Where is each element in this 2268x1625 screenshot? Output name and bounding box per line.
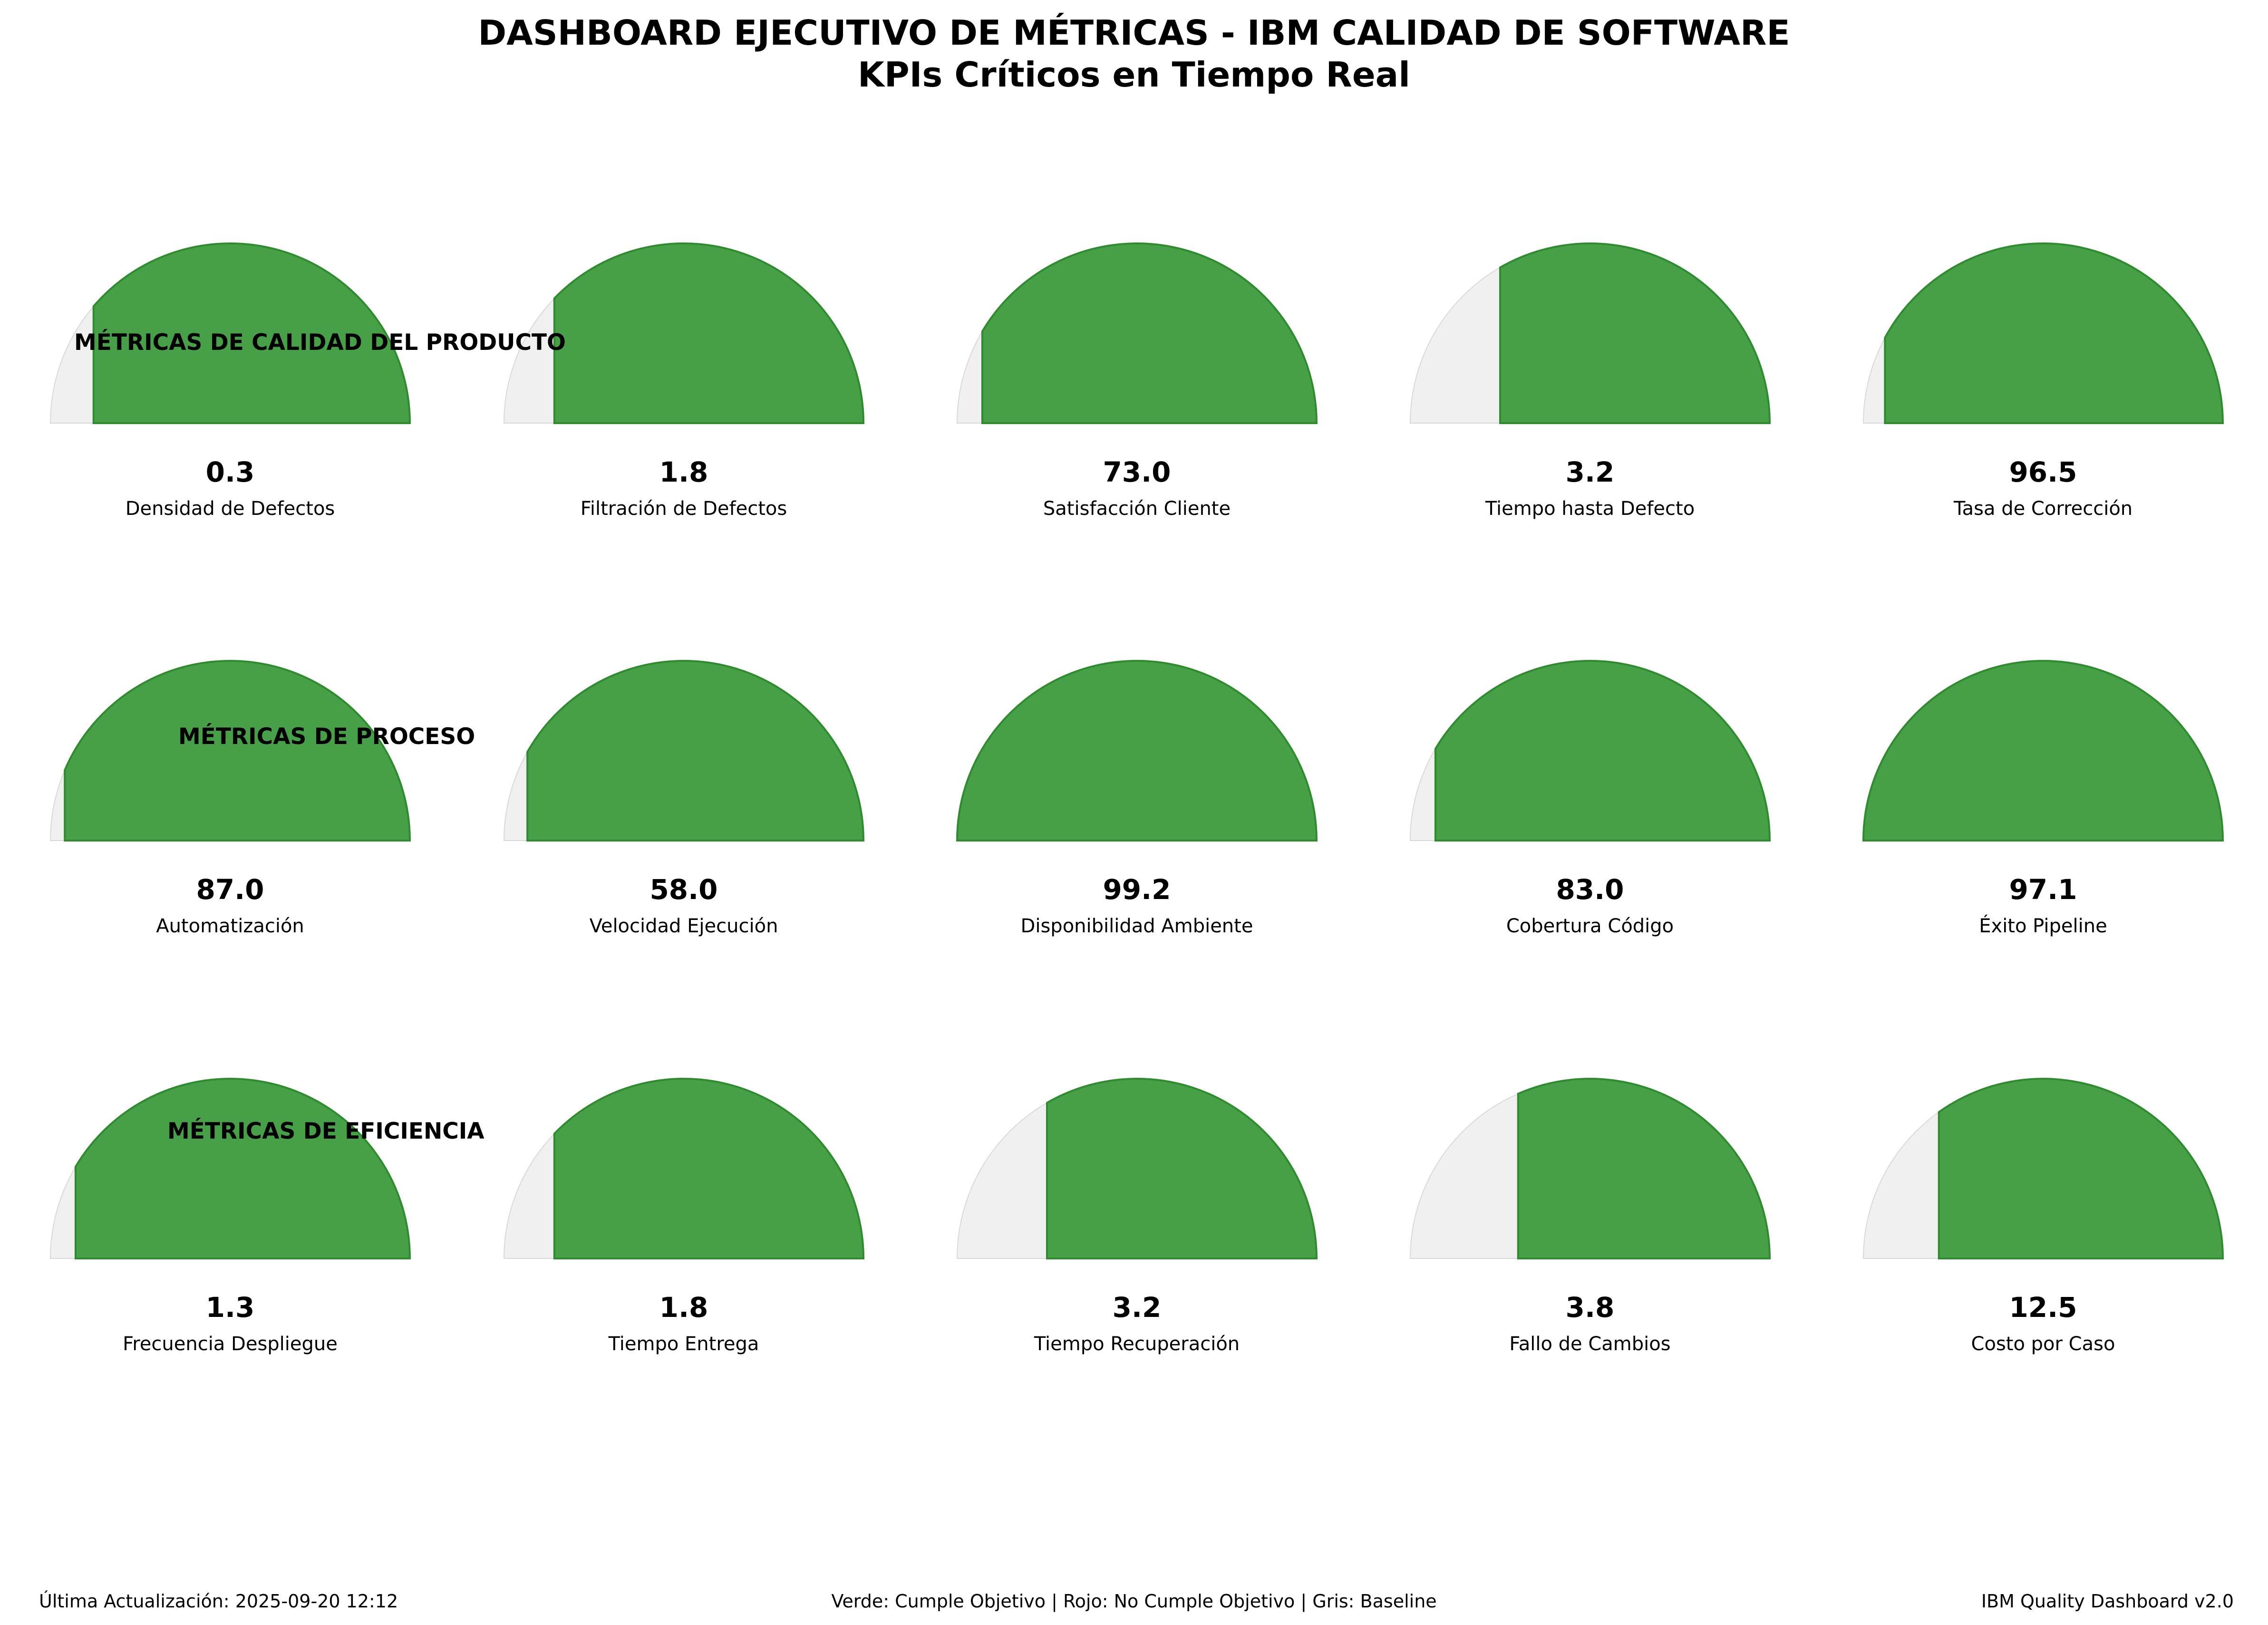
gauge-label: Tiempo Recuperación <box>1034 1333 1240 1355</box>
gauge-label: Tiempo hasta Defecto <box>1485 498 1695 520</box>
section-label: MÉTRICAS DE PROCESO <box>178 724 475 750</box>
gauge-label: Disponibilidad Ambiente <box>1021 915 1253 937</box>
gauge-label: Tiempo Entrega <box>608 1333 759 1355</box>
gauge-value: 83.0 <box>1556 873 1624 906</box>
gauge-value: 1.8 <box>659 456 708 488</box>
page-subtitle: KPIs Críticos en Tiempo Real <box>858 55 1410 95</box>
gauge-fill <box>1884 242 2224 424</box>
gauge-value: 99.2 <box>1103 873 1171 906</box>
gauge-fill <box>1938 1078 2224 1259</box>
legend-text: Verde: Cumple Objetivo | Rojo: No Cumple… <box>831 1591 1437 1612</box>
gauge-label: Frecuencia Despliegue <box>123 1333 338 1355</box>
gauge-value: 73.0 <box>1103 456 1171 488</box>
gauge-label: Filtración de Defectos <box>581 498 787 520</box>
gauge-fill <box>74 1078 411 1259</box>
gauge-fill <box>526 660 865 842</box>
gauge-value: 87.0 <box>196 873 264 906</box>
gauge-fill <box>1517 1078 1771 1259</box>
gauge-value: 1.3 <box>206 1291 255 1324</box>
gauge-value: 96.5 <box>2009 456 2077 488</box>
gauge-fill <box>1434 660 1771 842</box>
gauge-fill <box>1862 660 2224 842</box>
gauge-fill <box>92 242 411 424</box>
gauge-label: Éxito Pipeline <box>1979 914 2107 937</box>
gauge-value: 12.5 <box>2009 1291 2077 1324</box>
gauge-fill <box>1499 242 1771 424</box>
gauge-fill <box>981 242 1318 424</box>
last-update-text: Última Actualización: 2025-09-20 12:12 <box>39 1591 398 1612</box>
gauge-value: 58.0 <box>649 873 717 906</box>
gauge-fill <box>553 242 865 424</box>
gauge-label: Satisfacción Cliente <box>1043 498 1231 520</box>
gauge-label: Velocidad Ejecución <box>590 915 778 937</box>
gauge-value: 1.8 <box>659 1291 708 1324</box>
gauge-fill <box>553 1078 865 1259</box>
gauge-label: Cobertura Código <box>1506 915 1674 937</box>
gauge-value: 0.3 <box>206 456 255 488</box>
gauge-fill <box>956 660 1318 842</box>
gauge-fill <box>1046 1078 1318 1259</box>
gauge-value: 3.2 <box>1113 1291 1162 1324</box>
version-text: IBM Quality Dashboard v2.0 <box>1981 1591 2234 1612</box>
page-title: DASHBOARD EJECUTIVO DE MÉTRICAS - IBM CA… <box>478 13 1790 53</box>
section-label: MÉTRICAS DE CALIDAD DEL PRODUCTO <box>74 329 566 356</box>
gauge-label: Costo por Caso <box>1971 1333 2115 1355</box>
gauge-value: 97.1 <box>2009 873 2077 906</box>
gauge-fill <box>64 660 411 842</box>
gauge-value: 3.8 <box>1566 1291 1615 1324</box>
section-label: MÉTRICAS DE EFICIENCIA <box>167 1118 485 1144</box>
gauge-label: Tasa de Corrección <box>1953 498 2132 520</box>
gauge-label: Densidad de Defectos <box>126 498 335 520</box>
gauge-label: Fallo de Cambios <box>1509 1333 1670 1355</box>
gauge-value: 3.2 <box>1566 456 1615 488</box>
gauge-label: Automatización <box>156 915 304 937</box>
